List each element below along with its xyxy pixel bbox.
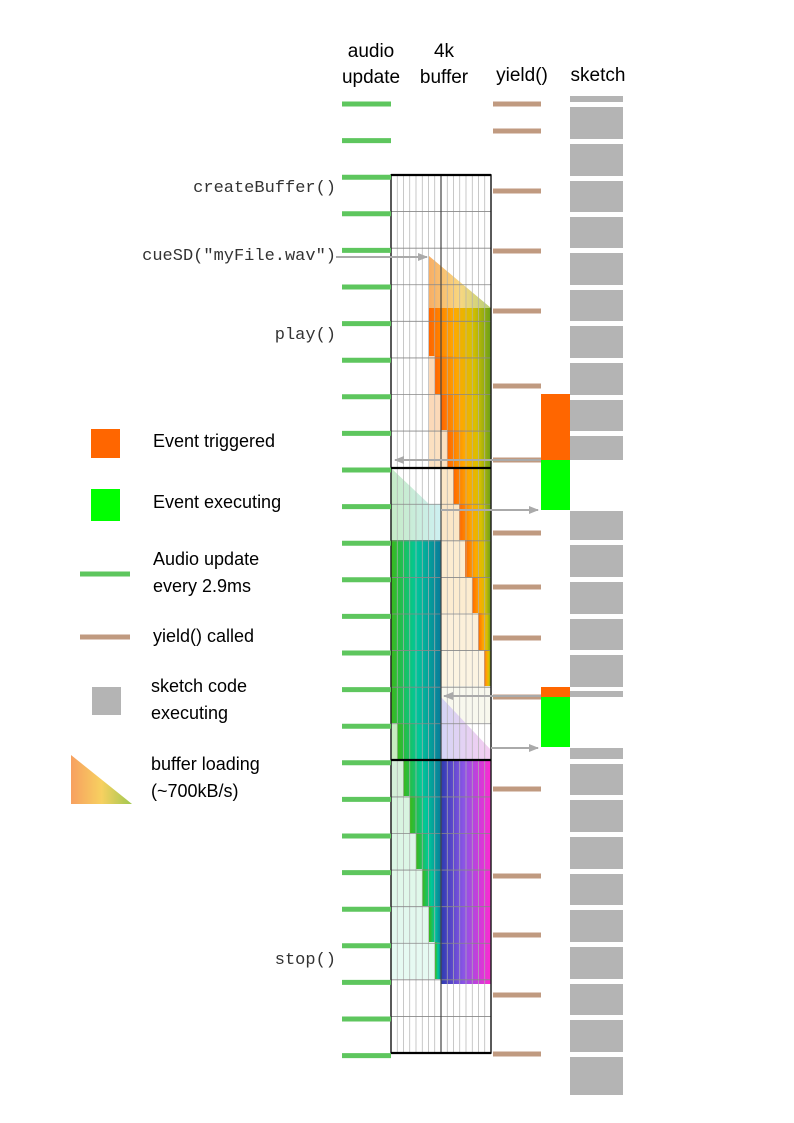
sketch-block xyxy=(570,400,623,431)
code-label-stop: stop() xyxy=(274,951,336,970)
arrows xyxy=(336,253,541,752)
legend-buffer-loading-label: buffer loading (~700kB/s) xyxy=(151,754,260,801)
sketch-block xyxy=(570,144,623,176)
sketch-block xyxy=(570,107,623,139)
legend-sketch-swatch xyxy=(92,687,121,715)
buffer-consumed xyxy=(429,356,435,394)
sketch-block xyxy=(570,545,623,577)
legend-swatches xyxy=(71,429,132,804)
sketch-block xyxy=(570,655,623,687)
buffer-fill xyxy=(465,540,491,577)
buffer-consumed xyxy=(441,540,465,577)
column-header-audio-update: audio update xyxy=(341,41,401,88)
sketch-block xyxy=(570,511,623,540)
legend-buffer-loading-swatch xyxy=(71,755,132,804)
buffer-fill xyxy=(484,650,491,686)
sketch-block xyxy=(570,764,623,795)
buffer-consumed xyxy=(391,869,422,906)
yield-ticks xyxy=(493,101,541,1057)
column-header-buffer: 4k buffer xyxy=(419,41,469,88)
sketch-block xyxy=(570,947,623,979)
sketch-block xyxy=(570,837,623,869)
sketch-block xyxy=(570,800,623,832)
code-label-cue-sd: cueSD("myFile.wav") xyxy=(142,247,336,266)
legend-event-triggered-swatch xyxy=(91,429,120,458)
sketch-block xyxy=(570,290,623,321)
sketch-block xyxy=(570,582,623,614)
code-label-create-buffer: createBuffer() xyxy=(193,179,336,198)
column-header-yield: yield() xyxy=(496,65,548,86)
sketch-block xyxy=(570,748,623,759)
event-executing-box xyxy=(541,697,570,747)
sketch-block xyxy=(570,363,623,395)
legend-yield-label: yield() called xyxy=(153,626,255,646)
legend-event-executing-swatch xyxy=(91,489,120,521)
event-triggered-box xyxy=(541,394,570,460)
sketch-block xyxy=(570,217,623,248)
sketch-block xyxy=(570,326,623,358)
buffer-fill xyxy=(447,430,491,468)
buffer-consumed xyxy=(391,796,410,833)
buffer-consumed xyxy=(429,430,447,468)
event-executing-box xyxy=(541,460,570,510)
legend-event-triggered-label: Event triggered xyxy=(153,431,276,451)
buffer-consumed xyxy=(441,504,459,540)
sketch-block xyxy=(570,181,623,212)
buffer-consumed xyxy=(441,577,472,613)
buffer-fill xyxy=(397,723,441,760)
buffer-fill xyxy=(435,942,441,979)
sketch-block xyxy=(570,1057,623,1095)
buffer-fill xyxy=(422,869,441,906)
legend-event-executing-label: Event executing xyxy=(153,492,282,512)
buffer-consumed xyxy=(391,723,397,760)
sketch-block xyxy=(570,619,623,650)
buffer-fill xyxy=(435,356,491,394)
sketch-block xyxy=(570,691,623,697)
sketch-block xyxy=(570,1020,623,1052)
sketch-block xyxy=(570,96,623,102)
sketch-block xyxy=(570,436,623,460)
sketch-block xyxy=(570,874,623,905)
column-header-sketch: sketch xyxy=(570,65,626,86)
buffer-fill xyxy=(410,796,441,833)
buffer-consumed xyxy=(441,650,484,686)
event-triggered-box xyxy=(541,687,570,697)
sketch-block xyxy=(570,910,623,942)
sketch-blocks xyxy=(570,96,623,1095)
legend-sketch-label: sketch code executing xyxy=(151,676,248,723)
buffer-grid xyxy=(390,173,492,1055)
sketch-block xyxy=(570,984,623,1015)
audio-update-ticks xyxy=(342,101,391,1059)
legend-audio-update-label: Audio update every 2.9ms xyxy=(153,549,260,596)
sketch-block xyxy=(570,253,623,285)
events xyxy=(541,394,570,747)
buffer-consumed xyxy=(391,942,435,979)
code-label-play: play() xyxy=(274,326,336,345)
buffer-fill xyxy=(472,577,491,613)
